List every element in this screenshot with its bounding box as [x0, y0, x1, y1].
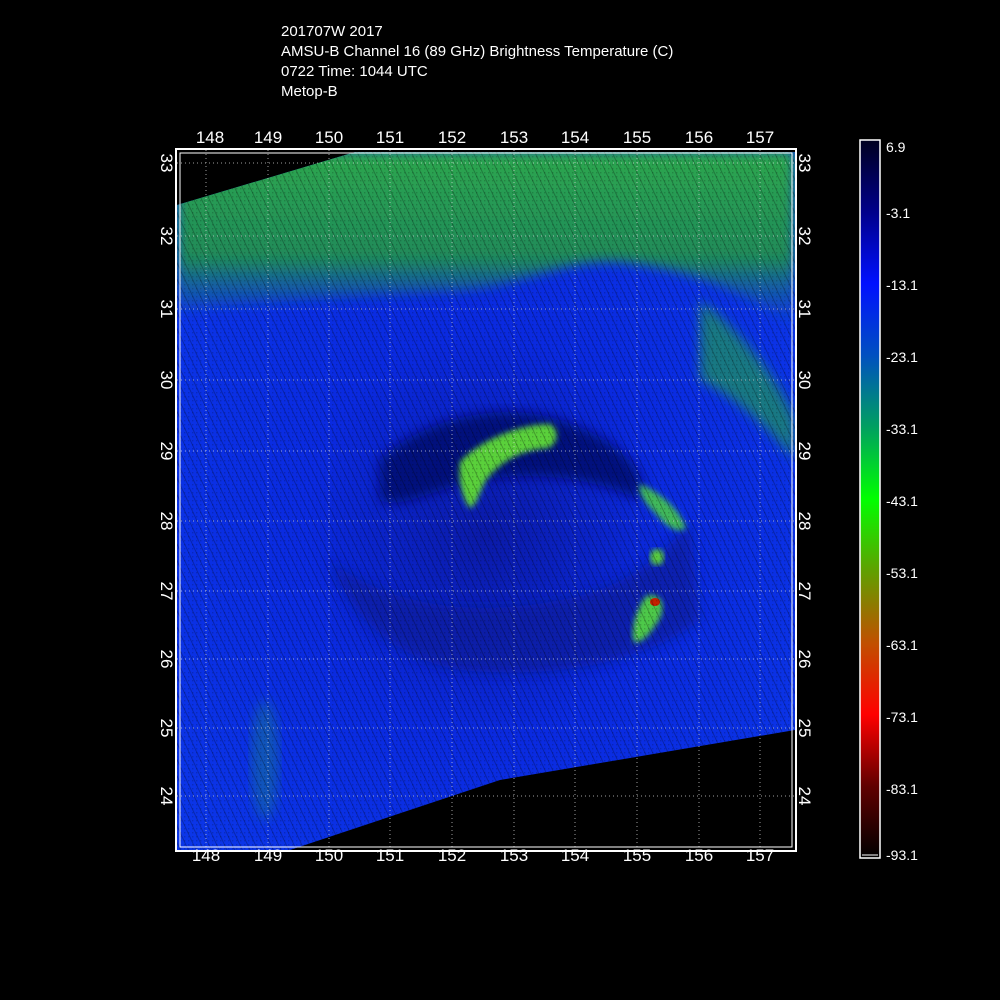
lon-tick-bottom: 153	[499, 846, 529, 865]
colorbar-label: -93.1	[886, 847, 918, 863]
lat-lon-grid	[177, 150, 795, 850]
lon-tick-top: 156	[684, 128, 714, 147]
lon-tick-bottom: 157	[745, 846, 775, 865]
colorbar-frame	[859, 139, 881, 859]
storm-id-title: 201707W 2017	[281, 23, 383, 40]
lon-tick-bottom: 152	[437, 846, 467, 865]
lon-tick-bottom: 150	[314, 846, 344, 865]
map-frame	[175, 148, 797, 852]
colorbar-gradient	[860, 140, 880, 858]
lon-tick-bottom: 155	[622, 846, 652, 865]
lon-tick-bottom: 156	[684, 846, 714, 865]
lon-tick-bottom: 149	[253, 846, 283, 865]
colorbar-label: -53.1	[886, 565, 918, 581]
lon-tick-top: 150	[314, 128, 344, 147]
lon-tick-top: 155	[622, 128, 652, 147]
colorbar-label: -83.1	[886, 781, 918, 797]
satellite-title: Metop-B	[281, 83, 338, 100]
colorbar-label: -23.1	[886, 349, 918, 365]
lon-tick-bottom: 154	[560, 846, 590, 865]
colorbar-label: -63.1	[886, 637, 918, 653]
colorbar-label: 6.9	[886, 139, 906, 155]
lon-tick-top: 154	[560, 128, 590, 147]
time-title: 0722 Time: 1044 UTC	[281, 63, 428, 80]
colorbar-label: -73.1	[886, 709, 918, 725]
colorbar-label: -33.1	[886, 421, 918, 437]
lon-tick-top: 152	[437, 128, 467, 147]
lon-tick-bottom: 148	[191, 846, 221, 865]
title-block: 201707W 2017 AMSU-B Channel 16 (89 GHz) …	[281, 22, 673, 102]
colorbar-label: -3.1	[886, 205, 911, 221]
lon-tick-top: 149	[253, 128, 283, 147]
colorbar-label: -13.1	[886, 277, 918, 293]
lon-tick-bottom: 151	[375, 846, 405, 865]
lon-tick-top: 148	[195, 128, 225, 147]
map-inner-frame	[179, 152, 793, 848]
channel-title: AMSU-B Channel 16 (89 GHz) Brightness Te…	[281, 43, 674, 60]
lon-tick-top: 151	[375, 128, 405, 147]
lon-tick-top: 153	[499, 128, 529, 147]
colorbar-label: -43.1	[886, 493, 918, 509]
lon-tick-top: 157	[745, 128, 775, 147]
